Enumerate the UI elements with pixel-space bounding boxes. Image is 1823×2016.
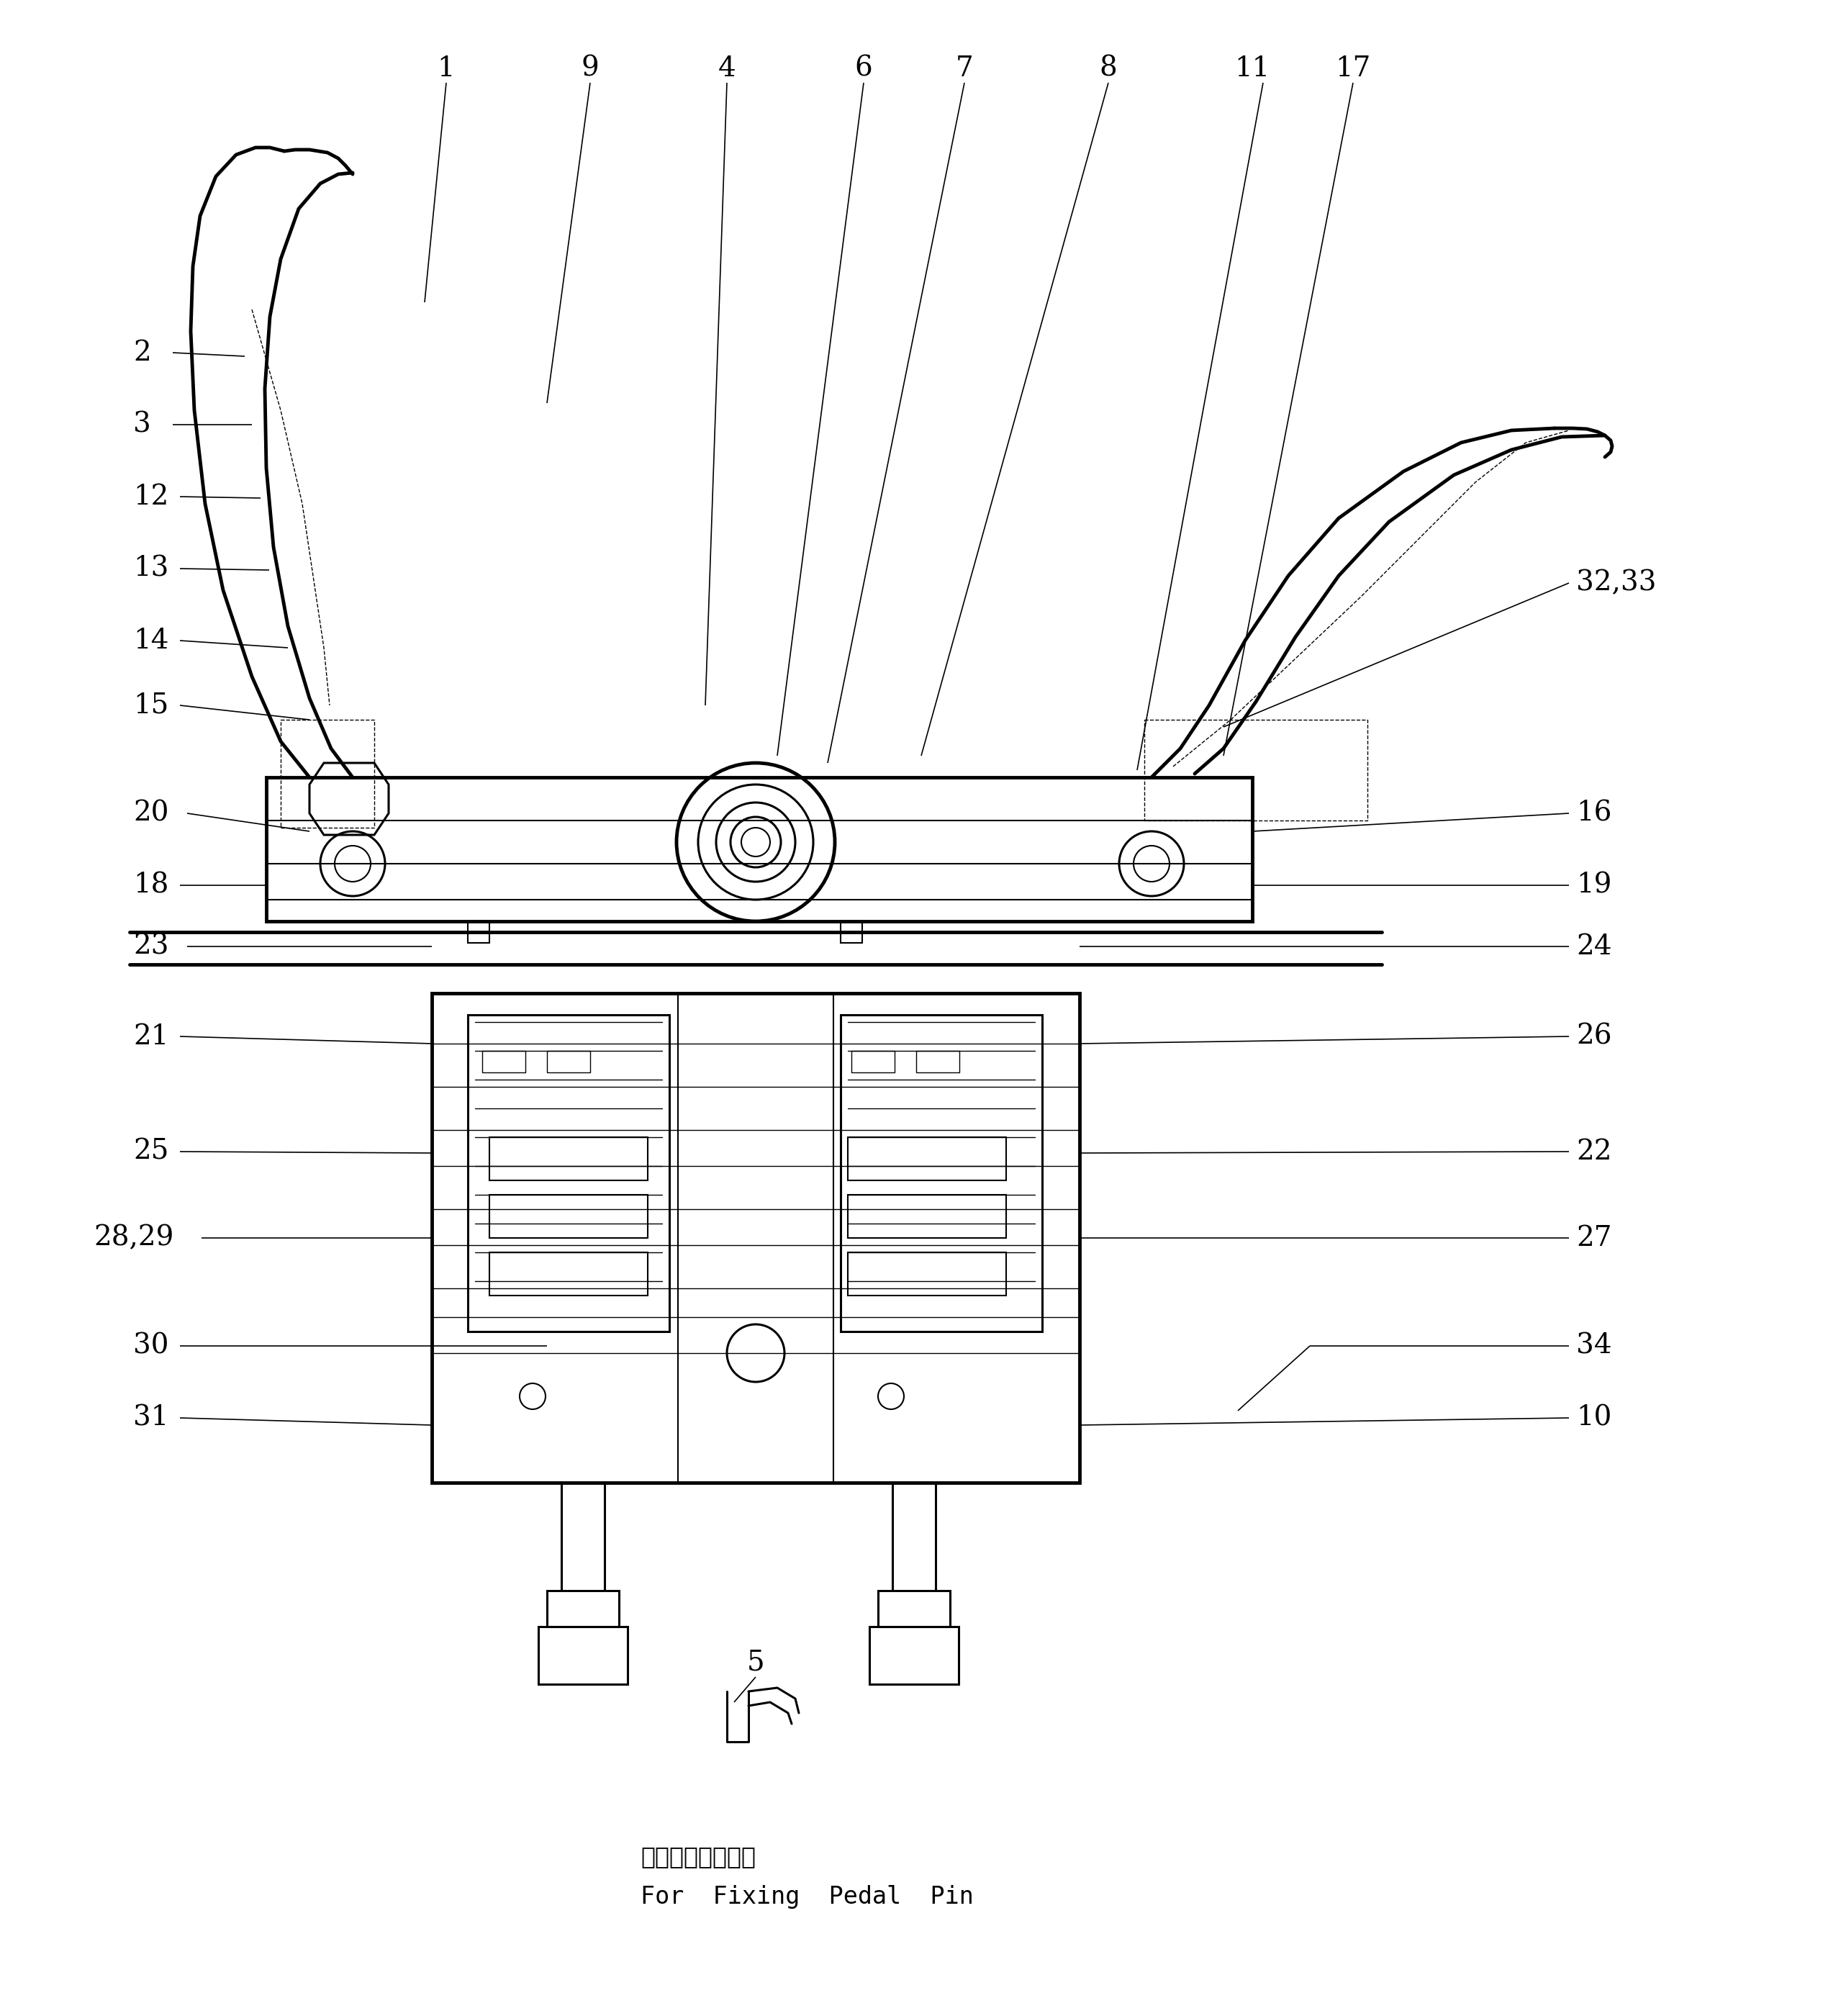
Bar bbox=[1145, 720, 1367, 821]
Text: 19: 19 bbox=[1577, 873, 1612, 899]
Text: 4: 4 bbox=[718, 54, 736, 83]
Text: ペダルピン固定用: ペダルピン固定用 bbox=[640, 1845, 757, 1869]
Text: 5: 5 bbox=[747, 1649, 764, 1675]
Text: 22: 22 bbox=[1577, 1139, 1612, 1165]
Bar bbox=[469, 921, 489, 943]
Bar bbox=[489, 1195, 647, 1238]
Text: 16: 16 bbox=[1577, 800, 1612, 827]
Bar bbox=[483, 1050, 525, 1073]
Text: 11: 11 bbox=[1234, 54, 1271, 83]
Text: 34: 34 bbox=[1577, 1333, 1612, 1359]
Text: 17: 17 bbox=[1334, 54, 1371, 83]
Text: 13: 13 bbox=[133, 554, 170, 583]
Text: 10: 10 bbox=[1577, 1405, 1612, 1431]
Text: 21: 21 bbox=[133, 1022, 170, 1050]
Text: 31: 31 bbox=[133, 1405, 170, 1431]
Bar bbox=[840, 921, 862, 943]
Text: 14: 14 bbox=[133, 627, 170, 653]
Text: 25: 25 bbox=[133, 1139, 170, 1165]
Text: 32,33: 32,33 bbox=[1577, 571, 1657, 597]
Text: 9: 9 bbox=[582, 54, 600, 83]
Bar bbox=[840, 1014, 1043, 1331]
Bar bbox=[848, 1252, 1006, 1296]
Text: For  Fixing  Pedal  Pin: For Fixing Pedal Pin bbox=[640, 1885, 973, 1909]
Text: 2: 2 bbox=[133, 339, 151, 367]
Text: 28,29: 28,29 bbox=[93, 1224, 173, 1252]
Bar bbox=[848, 1137, 1006, 1181]
Text: 8: 8 bbox=[1099, 54, 1117, 83]
Text: 23: 23 bbox=[133, 933, 170, 960]
Text: 6: 6 bbox=[855, 54, 873, 83]
Text: 18: 18 bbox=[133, 873, 170, 899]
Bar bbox=[870, 1627, 959, 1683]
Bar bbox=[489, 1137, 647, 1181]
Text: 24: 24 bbox=[1577, 933, 1612, 960]
Text: 30: 30 bbox=[133, 1333, 170, 1359]
Text: 15: 15 bbox=[133, 691, 170, 718]
Text: 26: 26 bbox=[1577, 1022, 1612, 1050]
Text: 7: 7 bbox=[955, 54, 973, 83]
Bar bbox=[848, 1195, 1006, 1238]
Bar bbox=[281, 720, 374, 829]
Bar bbox=[879, 1591, 950, 1627]
Bar bbox=[538, 1627, 627, 1683]
Text: 20: 20 bbox=[133, 800, 170, 827]
Bar bbox=[917, 1050, 959, 1073]
Text: 27: 27 bbox=[1577, 1224, 1612, 1252]
Bar bbox=[266, 778, 1252, 921]
Bar bbox=[469, 1014, 669, 1331]
Bar bbox=[851, 1050, 895, 1073]
Bar bbox=[489, 1252, 647, 1296]
Bar bbox=[547, 1050, 591, 1073]
Text: 1: 1 bbox=[438, 54, 456, 83]
Bar bbox=[547, 1591, 620, 1627]
Text: 12: 12 bbox=[133, 484, 170, 510]
Text: 3: 3 bbox=[133, 411, 151, 437]
Bar bbox=[432, 994, 1079, 1482]
